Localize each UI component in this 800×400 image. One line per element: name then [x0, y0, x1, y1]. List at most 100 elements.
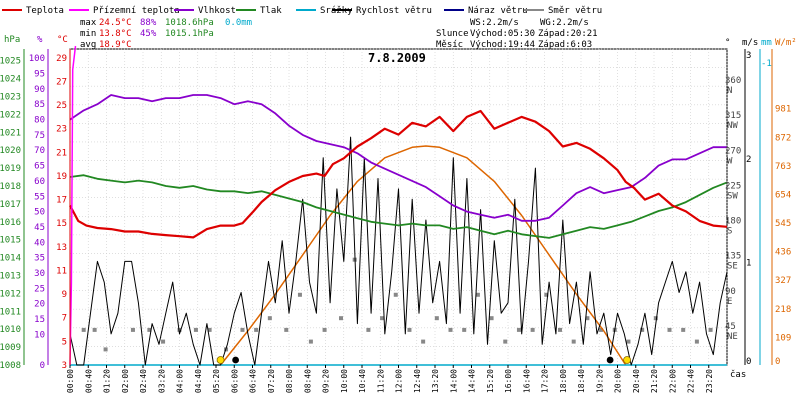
- wind-direction-point: [193, 327, 198, 332]
- wind-direction-point: [571, 339, 576, 344]
- humidity-tick-label: 90: [34, 85, 45, 95]
- wind-direction-point: [434, 316, 439, 321]
- stat-min-humidity: 45%: [140, 29, 157, 39]
- humidity-tick-label: 70: [34, 146, 45, 156]
- wind-direction-point: [284, 327, 289, 332]
- direction-tick-label: 360: [725, 76, 741, 86]
- stat-avg-temp: 18.9°C: [99, 40, 132, 50]
- moonrise-time: Východ:19:44: [470, 40, 535, 50]
- pressure-tick-label: 1024: [0, 75, 21, 85]
- direction-compass-label: S: [727, 227, 732, 237]
- axes-layer: 1008100910101011101210131014101510161017…: [0, 35, 797, 393]
- wind-direction-point: [393, 292, 398, 297]
- x-tick-label: 13:20: [431, 369, 440, 393]
- humidity-tick-label: 0: [40, 361, 45, 371]
- temperature-tick-label: 3: [62, 361, 67, 371]
- x-tick-label: 21:20: [650, 369, 659, 393]
- wind-direction-point: [585, 316, 590, 321]
- wind-speed-tick-label: 0: [746, 357, 751, 367]
- temperature-tick-label: 11: [56, 266, 67, 276]
- stat-max-humidity: 88%: [140, 18, 157, 28]
- rain-unit: mm: [761, 38, 772, 48]
- x-tick-label: 04:40: [194, 369, 203, 393]
- x-tick-label: 07:20: [267, 369, 276, 393]
- x-tick-label: 18:00: [559, 369, 568, 393]
- humidity-tick-label: 40: [34, 238, 45, 248]
- wind-direction-point: [626, 339, 631, 344]
- humidity-tick-label: 75: [34, 131, 45, 141]
- wind-speed-tick-label: 2: [746, 155, 751, 165]
- stat-max-temp: 24.5°C: [99, 18, 132, 28]
- pressure-tick-label: 1014: [0, 254, 21, 264]
- x-tick-label: 14:40: [468, 369, 477, 393]
- temperature-tick-label: 13: [56, 243, 67, 253]
- wind-direction-point: [177, 327, 182, 332]
- direction-compass-label: SW: [727, 191, 738, 201]
- wind-direction-point: [407, 327, 412, 332]
- moonrise-marker: [606, 356, 614, 364]
- solar-radiation-line: [220, 145, 627, 366]
- humidity-tick-label: 15: [34, 315, 45, 325]
- wind-direction-point: [640, 327, 645, 332]
- humidity-tick-label: 100: [29, 54, 45, 64]
- ground-temperature-line: [69, 45, 77, 366]
- wind-direction-point: [92, 327, 97, 332]
- moonset-marker: [232, 356, 240, 364]
- pressure-tick-label: 1008: [0, 361, 21, 371]
- wind-direction-point: [339, 316, 344, 321]
- wind-direction-point: [653, 316, 658, 321]
- stats-header: max 24.5°C 88% 1018.6hPa 0.0mm min 13.8°C 45% 10…: [80, 18, 598, 65]
- pressure-tick-label: 1023: [0, 92, 21, 102]
- humidity-tick-label: 30: [34, 269, 45, 279]
- wind-direction-point: [558, 327, 563, 332]
- stat-min-label: min: [80, 29, 96, 39]
- wind-direction-point: [240, 327, 245, 332]
- wind-speed-unit: m/s: [742, 38, 758, 48]
- x-tick-label: 19:20: [595, 369, 604, 393]
- temperature-tick-label: 19: [56, 172, 67, 182]
- x-tick-label: 01:20: [103, 369, 112, 393]
- direction-tick-label: 225: [725, 181, 741, 191]
- x-tick-label: 18:40: [577, 369, 586, 393]
- direction-tick-label: 180: [725, 217, 741, 227]
- temperature-tick-label: 15: [56, 219, 67, 229]
- pressure-tick-label: 1025: [0, 57, 21, 67]
- wind-direction-point: [297, 292, 302, 297]
- wind-direction-point: [667, 327, 672, 332]
- sun-label: Slunce: [436, 29, 469, 39]
- direction-compass-label: N: [727, 86, 732, 96]
- x-tick-label: 11:20: [376, 369, 385, 393]
- legend-label: Směr větru: [548, 6, 602, 16]
- wind-direction-point: [103, 347, 108, 352]
- stat-max-pressure: 1018.6hPa: [165, 18, 214, 28]
- sunrise-time: Východ:05:30: [470, 29, 535, 39]
- direction-compass-label: W: [727, 156, 733, 166]
- humidity-tick-label: 85: [34, 100, 45, 110]
- wind-direction-point: [448, 327, 453, 332]
- pressure-unit: hPa: [4, 35, 20, 45]
- wind-direction-point: [530, 327, 535, 332]
- stat-avg-label: avg: [80, 40, 96, 50]
- x-tick-label: 09:20: [322, 369, 331, 393]
- humidity-tick-label: 95: [34, 70, 45, 80]
- pressure-tick-label: 1010: [0, 325, 21, 335]
- humidity-tick-label: 10: [34, 330, 45, 340]
- humidity-tick-label: 50: [34, 208, 45, 218]
- x-tick-label: 14:00: [449, 369, 458, 393]
- x-tick-label: 16:00: [504, 369, 513, 393]
- pressure-tick-label: 1020: [0, 146, 21, 156]
- legend-label: Náraz větru: [468, 6, 528, 16]
- x-tick-label: 05:20: [212, 369, 221, 393]
- x-tick-label: 15:20: [486, 369, 495, 393]
- wind-direction-point: [322, 327, 327, 332]
- wind-direction-point: [161, 339, 166, 344]
- radiation-tick-label: 981: [775, 105, 791, 115]
- direction-tick-label: 135: [725, 252, 741, 262]
- pressure-tick-label: 1017: [0, 200, 21, 210]
- wind-direction-point: [267, 316, 272, 321]
- sunrise-marker: [216, 356, 225, 364]
- humidity-unit: %: [37, 35, 43, 45]
- humidity-tick-label: 60: [34, 177, 45, 187]
